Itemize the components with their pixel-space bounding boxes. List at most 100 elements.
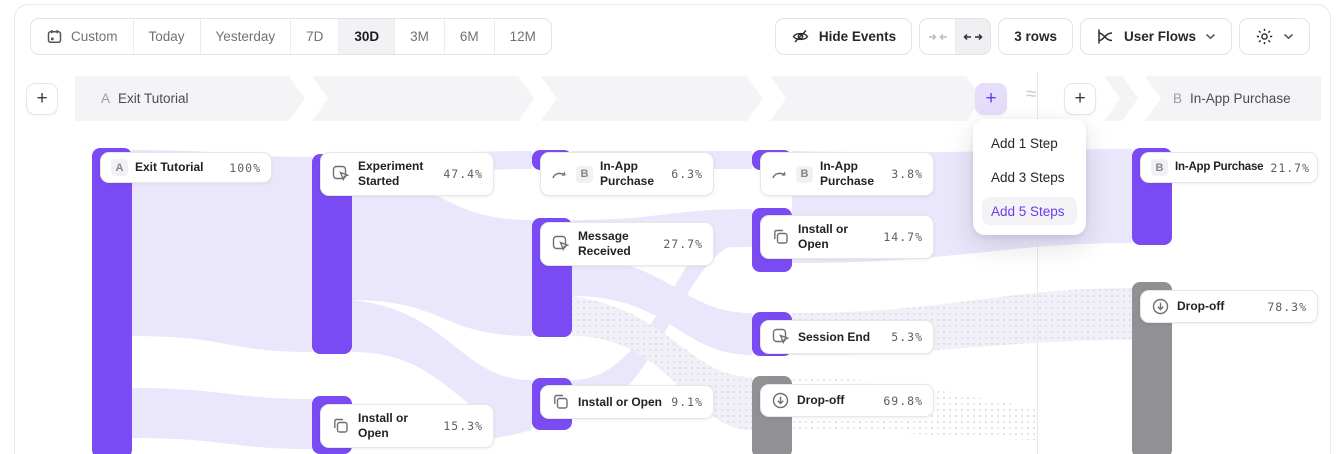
chevron-down-icon xyxy=(1205,33,1216,40)
calendar-icon xyxy=(46,28,63,45)
node-label: Install or Open xyxy=(798,222,849,251)
node-label: In-App Purchase xyxy=(820,159,875,188)
date-range-yesterday[interactable]: Yesterday xyxy=(199,19,291,54)
flow-node-drop-off-b[interactable]: Drop-off 78.3% xyxy=(1140,290,1318,323)
step-a-label: A Exit Tutorial xyxy=(75,91,189,106)
flow-node-exit-tutorial[interactable]: A Exit Tutorial 100% xyxy=(100,152,272,183)
flow-node-in-app-purchase-b[interactable]: B In-App Purchase 21.7% xyxy=(1140,152,1318,183)
rows-button[interactable]: 3 rows xyxy=(998,18,1073,55)
date-range-today[interactable]: Today xyxy=(132,19,200,54)
date-range-label: Today xyxy=(148,29,185,44)
step-name: Exit Tutorial xyxy=(118,91,189,106)
flow-node-install-or-open[interactable]: Install or Open 15.3% xyxy=(320,404,494,448)
menu-item-add-3-steps[interactable]: Add 3 Steps xyxy=(991,169,1065,185)
hide-events-button[interactable]: Hide Events xyxy=(774,18,913,55)
flow-node-experiment-started[interactable]: Experiment Started 47.4% xyxy=(320,152,494,196)
node-value: 69.8% xyxy=(883,393,923,408)
flow-node-drop-off[interactable]: Drop-off 69.8% xyxy=(760,384,934,417)
step-b-band[interactable]: B In-App Purchase xyxy=(1104,76,1321,121)
add-step-left-button[interactable]: + xyxy=(26,83,58,115)
date-range-custom[interactable]: Custom xyxy=(31,19,133,54)
add-steps-menu: Add 1 Step Add 3 Steps Add 5 Steps xyxy=(973,119,1086,235)
node-label: In-App Purchase xyxy=(1175,161,1264,174)
chart-type-label: User Flows xyxy=(1123,29,1196,44)
step-badge: A xyxy=(111,159,128,176)
date-range-3m[interactable]: 3M xyxy=(394,19,444,54)
node-label: Message Received xyxy=(578,229,631,258)
menu-item-add-1-step[interactable]: Add 1 Step xyxy=(991,135,1058,151)
date-range-label: Custom xyxy=(71,29,118,44)
flow-node-message-received[interactable]: Message Received 27.7% xyxy=(540,222,714,266)
date-range-group: Custom Today Yesterday 7D 30D 3M 6M 12M xyxy=(30,18,552,55)
node-value: 21.7% xyxy=(1270,160,1311,175)
step-a-segment xyxy=(770,76,982,121)
node-value: 27.7% xyxy=(663,237,703,251)
flow-node-install-or-open[interactable]: Install or Open 9.1% xyxy=(540,385,714,419)
settings-button[interactable] xyxy=(1239,18,1310,55)
copy-icon xyxy=(551,392,571,412)
date-range-label: 6M xyxy=(459,29,479,44)
drop-off-icon xyxy=(1151,297,1170,316)
step-badge: B xyxy=(796,165,813,183)
menu-item-add-5-steps[interactable]: Add 5 Steps xyxy=(982,197,1077,225)
gear-icon xyxy=(1255,27,1274,46)
drop-off-icon xyxy=(771,391,790,410)
step-badge: B xyxy=(1151,159,1168,176)
node-label: In-App Purchase xyxy=(600,159,655,188)
user-flows-icon xyxy=(1096,27,1115,46)
eye-off-icon xyxy=(791,27,810,46)
toolbar: Custom Today Yesterday 7D 30D 3M 6M 12M … xyxy=(30,18,1310,55)
node-bar-exit-tutorial[interactable] xyxy=(92,148,132,454)
add-step-before-b-button[interactable]: + xyxy=(1064,83,1096,115)
step-a-segment: A Exit Tutorial xyxy=(75,76,305,121)
step-b-segment: B In-App Purchase xyxy=(1145,76,1321,121)
node-value: 78.3% xyxy=(1267,299,1307,314)
jump-arrow-icon xyxy=(551,167,569,181)
date-range-30d[interactable]: 30D xyxy=(338,19,395,54)
expand-columns-button[interactable] xyxy=(955,19,991,54)
node-label: Install or Open xyxy=(578,394,663,409)
date-range-6m[interactable]: 6M xyxy=(443,19,494,54)
step-badge: B xyxy=(576,165,593,183)
rows-label: 3 rows xyxy=(1014,29,1057,44)
node-value: 100% xyxy=(229,160,261,175)
date-range-label: 3M xyxy=(410,29,429,44)
date-range-label: 30D xyxy=(354,29,380,44)
node-label: Drop-off xyxy=(1177,299,1225,313)
step-a-segment xyxy=(312,76,534,121)
event-icon xyxy=(551,234,571,254)
flow-node-in-app-purchase[interactable]: B In-App Purchase 3.8% xyxy=(760,152,934,196)
node-value: 14.7% xyxy=(883,230,923,244)
collapse-expand-toggle xyxy=(919,18,992,55)
date-range-7d[interactable]: 7D xyxy=(290,19,338,54)
jump-arrow-icon xyxy=(771,167,789,181)
node-label: Drop-off xyxy=(797,393,845,407)
date-range-label: 12M xyxy=(509,29,536,44)
copy-icon xyxy=(331,416,351,436)
step-b-chevron xyxy=(1104,76,1138,121)
arrows-collapse-icon xyxy=(928,31,948,43)
node-value: 9.1% xyxy=(671,395,703,409)
chevron-down-icon xyxy=(1283,33,1294,40)
toolbar-right: Hide Events xyxy=(774,18,1310,55)
collapse-columns-button[interactable] xyxy=(920,19,955,54)
date-range-label: 7D xyxy=(306,29,324,44)
approx-connector-icon: ≈ xyxy=(1026,84,1037,105)
node-label: Exit Tutorial xyxy=(135,160,204,174)
arrows-expand-icon xyxy=(963,31,983,43)
step-b-label: B In-App Purchase xyxy=(1145,91,1291,106)
step-a-segment xyxy=(541,76,763,121)
add-steps-between-button[interactable]: + xyxy=(975,83,1007,115)
chart-type-button[interactable]: User Flows xyxy=(1079,18,1232,55)
node-value: 5.3% xyxy=(891,330,923,344)
flow-node-session-end[interactable]: Session End 5.3% xyxy=(760,320,934,354)
step-letter: B xyxy=(1173,91,1183,106)
hide-events-label: Hide Events xyxy=(818,29,897,44)
node-value: 15.3% xyxy=(443,419,483,433)
step-a-band[interactable]: A Exit Tutorial xyxy=(75,76,982,121)
step-name: In-App Purchase xyxy=(1190,91,1291,106)
flow-node-install-or-open[interactable]: Install or Open 14.7% xyxy=(760,215,934,259)
flow-node-in-app-purchase[interactable]: B In-App Purchase 6.3% xyxy=(540,152,714,196)
date-range-12m[interactable]: 12M xyxy=(493,19,551,54)
